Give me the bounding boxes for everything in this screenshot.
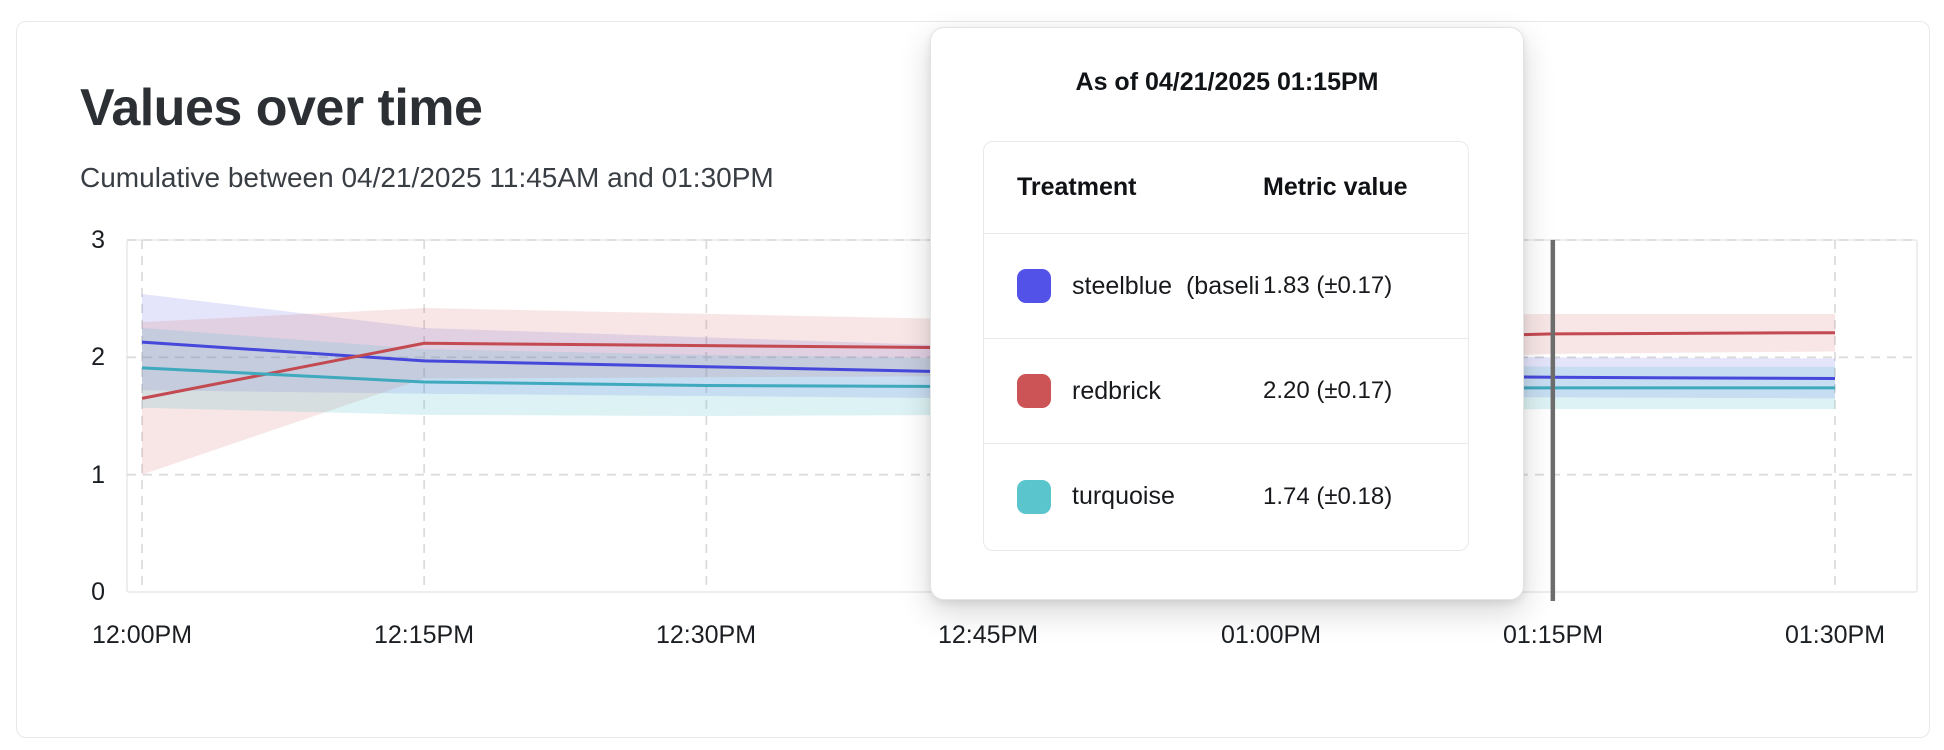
hover-tooltip: As of 04/21/2025 01:15PM Treatment Metri… — [930, 27, 1524, 600]
x-axis-tick-label: 12:45PM — [937, 621, 1039, 649]
series-swatch-turquoise-icon — [1017, 479, 1051, 514]
y-axis-tick-label: 3 — [91, 226, 105, 254]
x-axis-tick-label: 01:00PM — [1220, 621, 1322, 649]
tooltip-col-metric: Metric value — [1263, 173, 1408, 201]
series-swatch-steelblue-icon — [1017, 269, 1051, 303]
x-axis-tick-label: 12:30PM — [655, 621, 757, 649]
tooltip-row-name: steelblue (baseli — [1072, 271, 1260, 300]
tooltip-col-treatment: Treatment — [1017, 173, 1137, 201]
tooltip-row-steelblue: steelblue (baseli 1.83 (±0.17) — [984, 234, 1468, 339]
tooltip-row-name: turquoise — [1072, 482, 1175, 510]
y-axis-tick-label: 0 — [91, 578, 105, 606]
tooltip-row-value: 1.83 (±0.17) — [1263, 272, 1393, 299]
tooltip-header-row: Treatment Metric value — [984, 142, 1468, 234]
tooltip-row-value: 2.20 (±0.17) — [1263, 377, 1393, 404]
y-axis-tick-label: 1 — [91, 461, 105, 489]
x-axis-tick-label: 12:15PM — [373, 621, 475, 649]
tooltip-row-name: redbrick — [1072, 376, 1161, 405]
x-axis-tick-label: 01:15PM — [1502, 621, 1604, 649]
tooltip-row-redbrick: redbrick 2.20 (±0.17) — [984, 339, 1468, 444]
tooltip-row-turquoise: turquoise 1.74 (±0.18) — [984, 444, 1468, 549]
tooltip-title: As of 04/21/2025 01:15PM — [1075, 68, 1379, 96]
page-title: Values over time — [80, 79, 483, 137]
page-subtitle: Cumulative between 04/21/2025 11:45AM an… — [80, 162, 774, 193]
tooltip-table: Treatment Metric value steelblue (baseli… — [983, 141, 1469, 551]
series-swatch-redbrick-icon — [1017, 374, 1051, 408]
x-axis-tick-label: 01:30PM — [1784, 621, 1886, 649]
y-axis-tick-label: 2 — [91, 343, 105, 371]
x-axis-tick-label: 12:00PM — [91, 621, 193, 649]
tooltip-row-value: 1.74 (±0.18) — [1263, 482, 1393, 510]
